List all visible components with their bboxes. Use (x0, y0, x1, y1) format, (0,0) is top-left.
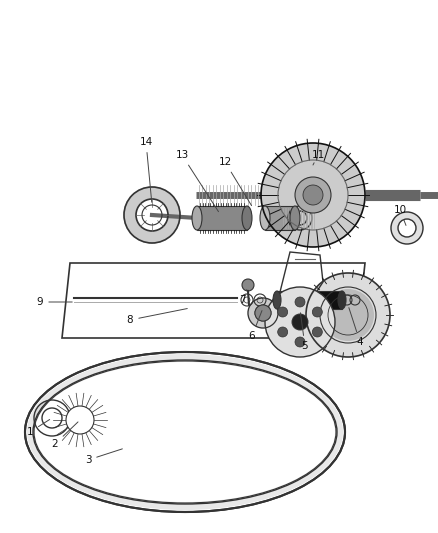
Circle shape (295, 297, 305, 307)
Ellipse shape (260, 206, 270, 230)
Ellipse shape (242, 206, 252, 230)
Circle shape (255, 305, 271, 321)
Circle shape (322, 289, 374, 341)
Bar (277, 291, 342, 309)
Ellipse shape (27, 354, 343, 510)
Circle shape (66, 406, 94, 434)
Circle shape (295, 337, 305, 347)
Text: 6: 6 (249, 311, 262, 341)
Ellipse shape (338, 291, 346, 309)
Circle shape (278, 307, 288, 317)
Circle shape (261, 143, 365, 247)
Circle shape (242, 279, 254, 291)
Circle shape (295, 177, 331, 213)
Circle shape (312, 307, 322, 317)
Text: 2: 2 (52, 422, 78, 449)
Bar (197, 206, 247, 230)
Text: 5: 5 (300, 313, 308, 351)
Bar (265, 206, 295, 230)
Ellipse shape (192, 206, 202, 230)
Text: 13: 13 (175, 150, 219, 212)
Ellipse shape (290, 206, 300, 230)
Text: 9: 9 (37, 297, 72, 307)
Text: 7: 7 (239, 289, 247, 305)
Circle shape (265, 287, 335, 357)
Ellipse shape (273, 291, 281, 309)
Text: 11: 11 (311, 150, 325, 165)
Text: 12: 12 (219, 157, 251, 206)
Circle shape (278, 327, 288, 337)
Text: 3: 3 (85, 449, 122, 465)
Circle shape (312, 327, 322, 337)
Ellipse shape (35, 362, 335, 502)
Text: 8: 8 (127, 309, 187, 325)
Text: 10: 10 (393, 205, 406, 225)
Circle shape (306, 273, 390, 357)
Circle shape (303, 185, 323, 205)
Circle shape (292, 314, 308, 330)
Text: 14: 14 (139, 137, 152, 202)
Text: 1: 1 (27, 419, 49, 437)
Circle shape (55, 395, 105, 445)
Text: 4: 4 (349, 308, 363, 347)
